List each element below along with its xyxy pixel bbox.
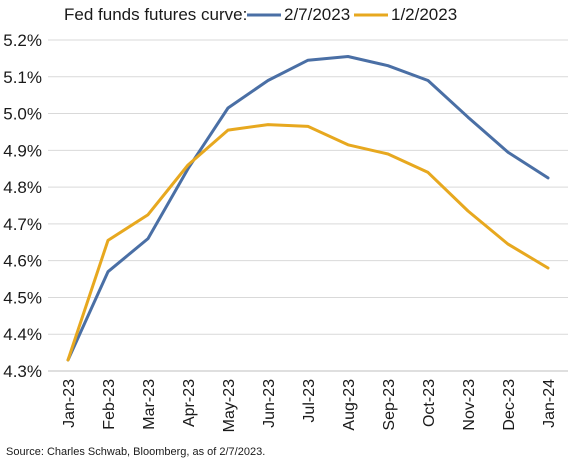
x-axis: Jan-23 Feb-23 Mar-23 Apr-23 May-23 Jun-23 Jul-… xyxy=(61,379,558,432)
y-tick-label: 4.4% xyxy=(3,325,42,344)
y-tick-label: 5.1% xyxy=(3,68,42,87)
data-point-1 xyxy=(266,79,270,82)
y-tick-label: 5.0% xyxy=(3,105,42,124)
data-point-2 xyxy=(146,213,150,216)
data-point-2 xyxy=(386,152,390,156)
series-line-1 xyxy=(66,55,550,362)
data-point-1 xyxy=(546,176,550,180)
data-point-1 xyxy=(346,55,350,58)
x-tick-label: Oct-23 xyxy=(421,379,438,427)
data-point-2 xyxy=(466,209,470,213)
chart-title: Fed funds futures curve: xyxy=(64,5,247,24)
x-tick-label: Mar-23 xyxy=(141,379,158,430)
data-point-1 xyxy=(106,270,110,273)
y-tick-label: 5.2% xyxy=(3,31,42,50)
x-tick-label: Nov-23 xyxy=(461,379,478,431)
data-point-2 xyxy=(266,123,270,126)
data-point-2 xyxy=(226,128,230,132)
data-point-2 xyxy=(506,242,510,246)
legend-label-2: 1/2/2023 xyxy=(391,5,457,24)
grid-layer xyxy=(48,39,568,372)
y-axis: 4.3% 4.4% 4.5% 4.6% 4.7% 4.8% 4.9% 5.0% 5.1% 5.2% xyxy=(3,31,42,381)
y-tick-label: 4.9% xyxy=(3,141,42,160)
y-tick-label: 4.3% xyxy=(3,362,42,381)
data-point-1 xyxy=(226,106,230,110)
data-point-1 xyxy=(386,64,390,67)
data-point-1 xyxy=(466,116,470,119)
data-point-2 xyxy=(546,266,550,270)
data-point-2 xyxy=(346,143,350,147)
x-tick-label: Aug-23 xyxy=(341,379,358,431)
data-point-1 xyxy=(506,150,510,154)
x-tick-label: Apr-23 xyxy=(181,379,198,427)
x-tick-label: Sep-23 xyxy=(381,379,398,431)
x-tick-label: Jan-24 xyxy=(541,379,558,428)
plot-area xyxy=(66,55,550,362)
data-point-1 xyxy=(306,59,310,62)
data-point-1 xyxy=(426,79,430,82)
x-tick-label: Jul-23 xyxy=(301,379,318,423)
legend-label-1: 2/7/2023 xyxy=(284,5,350,24)
y-tick-label: 4.5% xyxy=(3,288,42,307)
y-tick-label: 4.7% xyxy=(3,215,42,234)
data-point-2 xyxy=(426,171,430,174)
data-point-1 xyxy=(146,237,150,240)
legend-item-1: 2/7/2023 xyxy=(247,5,350,24)
x-tick-label: May-23 xyxy=(221,379,238,432)
x-tick-label: Jun-23 xyxy=(261,379,278,428)
legend-item-2: 1/2/2023 xyxy=(354,5,457,24)
x-tick-label: Dec-23 xyxy=(501,379,518,431)
series-line-2 xyxy=(66,123,550,362)
data-point-2 xyxy=(306,125,310,128)
x-tick-label: Feb-23 xyxy=(101,379,118,430)
source-note: Source: Charles Schwab, Bloomberg, as of… xyxy=(6,446,265,458)
data-point-2 xyxy=(66,358,70,362)
data-point-2 xyxy=(106,239,110,242)
x-tick-label: Jan-23 xyxy=(61,379,78,428)
y-tick-label: 4.6% xyxy=(3,252,42,271)
y-tick-label: 4.8% xyxy=(3,178,42,197)
data-point-2 xyxy=(186,163,190,167)
